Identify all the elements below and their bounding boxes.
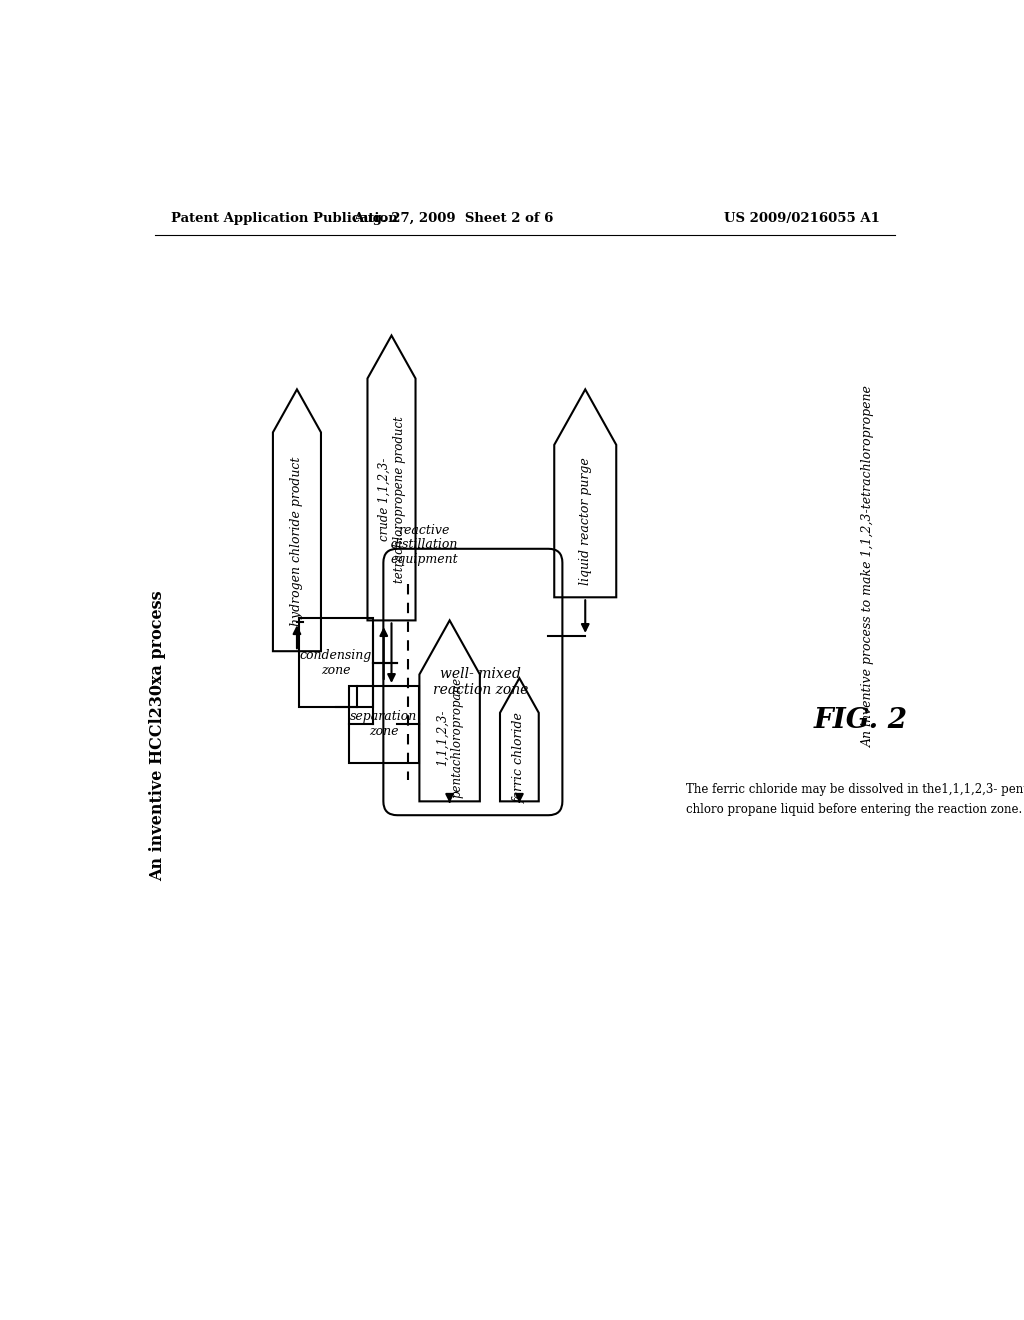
Bar bbox=[349, 686, 419, 763]
Text: 1,1,1,2,3-
pentachloropropane: 1,1,1,2,3- pentachloropropane bbox=[435, 677, 464, 799]
Bar bbox=[299, 619, 373, 708]
Text: US 2009/0216055 A1: US 2009/0216055 A1 bbox=[724, 213, 880, 224]
Text: The ferric chloride may be dissolved in the1,1,1,2,3- penta-: The ferric chloride may be dissolved in … bbox=[686, 783, 1024, 796]
Text: An inventive HCCl230xa process: An inventive HCCl230xa process bbox=[148, 590, 166, 882]
Text: ferric chloride: ferric chloride bbox=[513, 711, 526, 803]
Text: An inventive process to make 1,1,2,3-tetrachloropropene: An inventive process to make 1,1,2,3-tet… bbox=[861, 385, 874, 747]
Text: liquid reactor purge: liquid reactor purge bbox=[579, 457, 592, 585]
Text: crude 1,1,2,3-
tetrachloropropene product: crude 1,1,2,3- tetrachloropropene produc… bbox=[378, 416, 406, 583]
Text: well- mixed
reaction zone: well- mixed reaction zone bbox=[433, 667, 528, 697]
Text: hydrogen chloride product: hydrogen chloride product bbox=[291, 457, 303, 627]
Text: reactive
distillation
equipment: reactive distillation equipment bbox=[390, 524, 458, 566]
Text: condensing
zone: condensing zone bbox=[300, 648, 372, 677]
Text: chloro propane liquid before entering the reaction zone.: chloro propane liquid before entering th… bbox=[686, 803, 1022, 816]
Text: Aug. 27, 2009  Sheet 2 of 6: Aug. 27, 2009 Sheet 2 of 6 bbox=[353, 213, 554, 224]
Text: separation
zone: separation zone bbox=[350, 710, 418, 738]
Text: FIG. 2: FIG. 2 bbox=[813, 708, 907, 734]
Text: Patent Application Publication: Patent Application Publication bbox=[171, 213, 397, 224]
